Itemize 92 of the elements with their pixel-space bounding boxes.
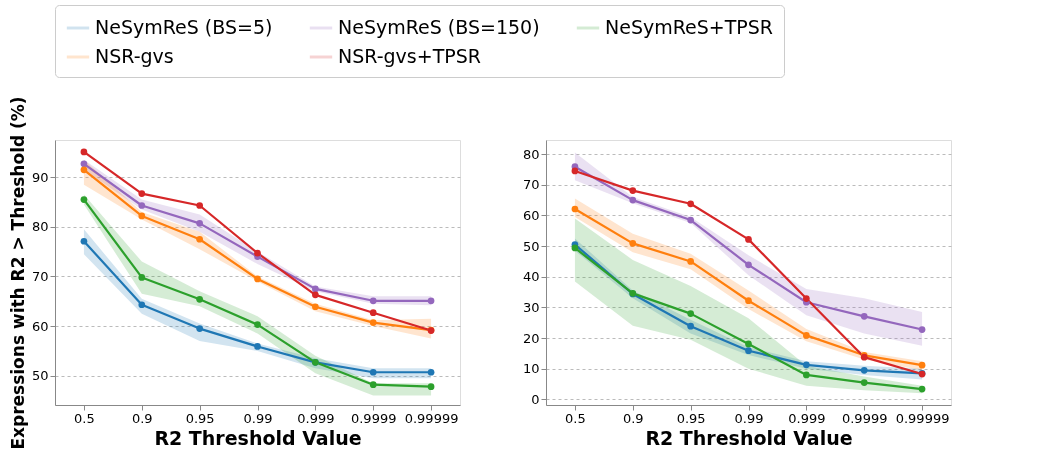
point: [369, 309, 377, 317]
y-tick-label: 70: [31, 268, 49, 284]
x-tick-label: 0.5: [74, 410, 95, 426]
y-tick-label: 80: [31, 219, 49, 235]
point: [196, 202, 203, 209]
point: [80, 148, 88, 156]
x-tick-label: 0.9999: [350, 410, 397, 426]
point: [687, 200, 694, 208]
point: [918, 385, 926, 393]
point: [138, 301, 146, 309]
point: [312, 291, 319, 299]
point: [571, 205, 579, 213]
point: [254, 343, 261, 350]
y-tick-label: 10: [522, 361, 540, 377]
y-tick-label: 30: [522, 299, 540, 315]
point: [369, 368, 377, 376]
point: [138, 212, 146, 220]
point: [196, 220, 203, 227]
point: [254, 275, 261, 283]
y-tick-label: 80: [522, 146, 540, 162]
point: [196, 295, 203, 303]
point: [312, 303, 319, 311]
legend-label: NSR-gvs: [95, 45, 174, 67]
point: [803, 332, 810, 339]
y-tick-label: 50: [31, 368, 49, 384]
x-tick-label: 0.9: [622, 410, 644, 426]
point: [312, 285, 319, 293]
x-tick-label: 0.999: [297, 410, 335, 426]
x-tick-label: 0.95: [676, 410, 706, 426]
point: [629, 196, 637, 204]
point: [860, 313, 868, 320]
point: [138, 190, 146, 197]
x-axis-title: R2 Threshold Value: [645, 426, 853, 449]
point: [803, 295, 810, 302]
legend-label: NSR-gvs+TPSR: [338, 45, 482, 67]
x-tick-label: 0.95: [185, 410, 215, 426]
point: [687, 258, 694, 265]
x-tick-label: 0.99999: [404, 410, 459, 426]
point: [687, 216, 694, 224]
point: [687, 310, 694, 317]
point: [745, 261, 752, 269]
point: [254, 321, 261, 328]
point: [196, 325, 203, 332]
x-tick-label: 0.9999: [841, 410, 888, 426]
point: [629, 240, 637, 247]
point: [918, 361, 926, 369]
point: [80, 196, 88, 203]
point: [860, 379, 868, 386]
point: [138, 274, 146, 281]
x-tick-label: 0.9: [131, 410, 153, 426]
point: [745, 340, 752, 348]
x-tick-label: 0.5: [565, 410, 586, 426]
x-axis-title: R2 Threshold Value: [154, 426, 362, 449]
point: [196, 235, 203, 243]
point: [427, 297, 435, 305]
y-tick-label: 60: [522, 207, 540, 223]
x-tick-label: 0.99: [734, 410, 764, 426]
y-tick-label: 20: [522, 330, 540, 346]
point: [687, 322, 694, 330]
legend-label: NeSymReS (BS=5): [95, 16, 273, 38]
point: [918, 326, 926, 333]
point: [803, 361, 810, 369]
y-tick-label: 40: [522, 269, 540, 285]
point: [745, 297, 752, 305]
point: [427, 383, 435, 390]
legend-label: NeSymReS+TPSR: [605, 16, 774, 38]
point: [80, 237, 88, 245]
y-tick-label: 50: [522, 238, 540, 254]
point: [571, 244, 579, 252]
point: [80, 160, 88, 168]
point: [629, 187, 637, 194]
x-tick-label: 0.999: [788, 410, 826, 426]
point: [803, 371, 810, 379]
y-tick-label: 0: [531, 391, 540, 407]
point: [745, 236, 752, 243]
point: [80, 166, 88, 174]
x-tick-label: 0.99: [243, 410, 273, 426]
point: [369, 381, 377, 388]
point: [138, 202, 146, 209]
point: [254, 249, 261, 257]
point: [427, 368, 435, 376]
x-tick-label: 0.99999: [895, 410, 950, 426]
y-tick-label: 70: [522, 177, 540, 193]
point: [745, 347, 752, 355]
y-axis-title: Expressions with R2 > Threshold (%): [7, 96, 28, 450]
legend-label: NeSymReS (BS=150): [338, 16, 540, 38]
point: [860, 366, 868, 374]
point: [369, 297, 377, 305]
point: [369, 319, 377, 326]
y-tick-label: 90: [31, 169, 49, 185]
y-tick-label: 60: [31, 318, 49, 334]
point: [571, 167, 579, 175]
